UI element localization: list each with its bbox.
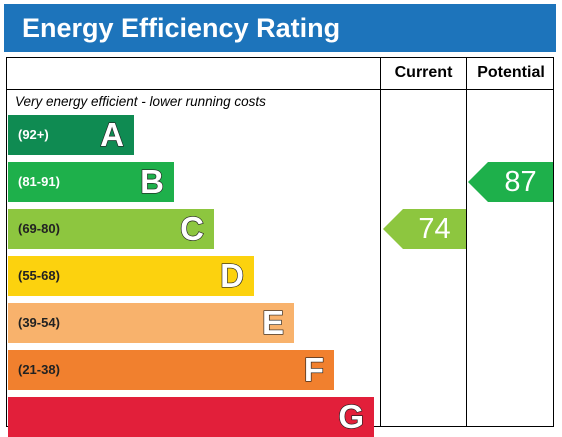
current-column-header: Current bbox=[394, 64, 453, 81]
band-f: (21-38) F bbox=[8, 350, 334, 390]
band-letter: A bbox=[100, 115, 125, 153]
rating-table: Current Potential Very energy efficient … bbox=[6, 57, 554, 437]
band-range: (92+) bbox=[18, 127, 49, 142]
header-divider bbox=[7, 89, 553, 90]
band-e: (39-54) E bbox=[8, 303, 294, 343]
band-range: (69-80) bbox=[18, 221, 60, 236]
column-divider bbox=[466, 58, 467, 426]
chart-title: Energy Efficiency Rating bbox=[22, 13, 341, 43]
band-g: G bbox=[8, 397, 374, 437]
band-letter: C bbox=[180, 209, 205, 247]
band-letter: D bbox=[220, 256, 245, 294]
band-range: (21-38) bbox=[18, 362, 60, 377]
arrow-shape bbox=[383, 209, 466, 249]
potential-rating-value: 87 bbox=[504, 166, 537, 198]
potential-column-header: Potential bbox=[477, 64, 545, 81]
band-d: (55-68) D bbox=[8, 256, 254, 296]
band-b: (81-91) B bbox=[8, 162, 174, 202]
band-range: (55-68) bbox=[18, 268, 60, 283]
band-letter: G bbox=[338, 397, 365, 435]
band-letter: E bbox=[261, 303, 284, 341]
band-letter: F bbox=[303, 350, 324, 388]
top-note: Very energy efficient - lower running co… bbox=[15, 94, 266, 109]
potential-rating-arrow: 87 bbox=[468, 162, 553, 202]
current-rating-arrow: 74 bbox=[383, 209, 466, 249]
band-range: (81-91) bbox=[18, 174, 60, 189]
current-rating-value: 74 bbox=[418, 213, 451, 245]
column-divider bbox=[380, 58, 381, 426]
band-letter: B bbox=[140, 162, 165, 200]
title-bar: Energy Efficiency Rating bbox=[4, 4, 556, 52]
arrow-shape bbox=[468, 162, 553, 202]
band-a: (92+) A bbox=[8, 115, 134, 155]
band-c: (69-80) C bbox=[8, 209, 214, 249]
band-range: (39-54) bbox=[18, 315, 60, 330]
